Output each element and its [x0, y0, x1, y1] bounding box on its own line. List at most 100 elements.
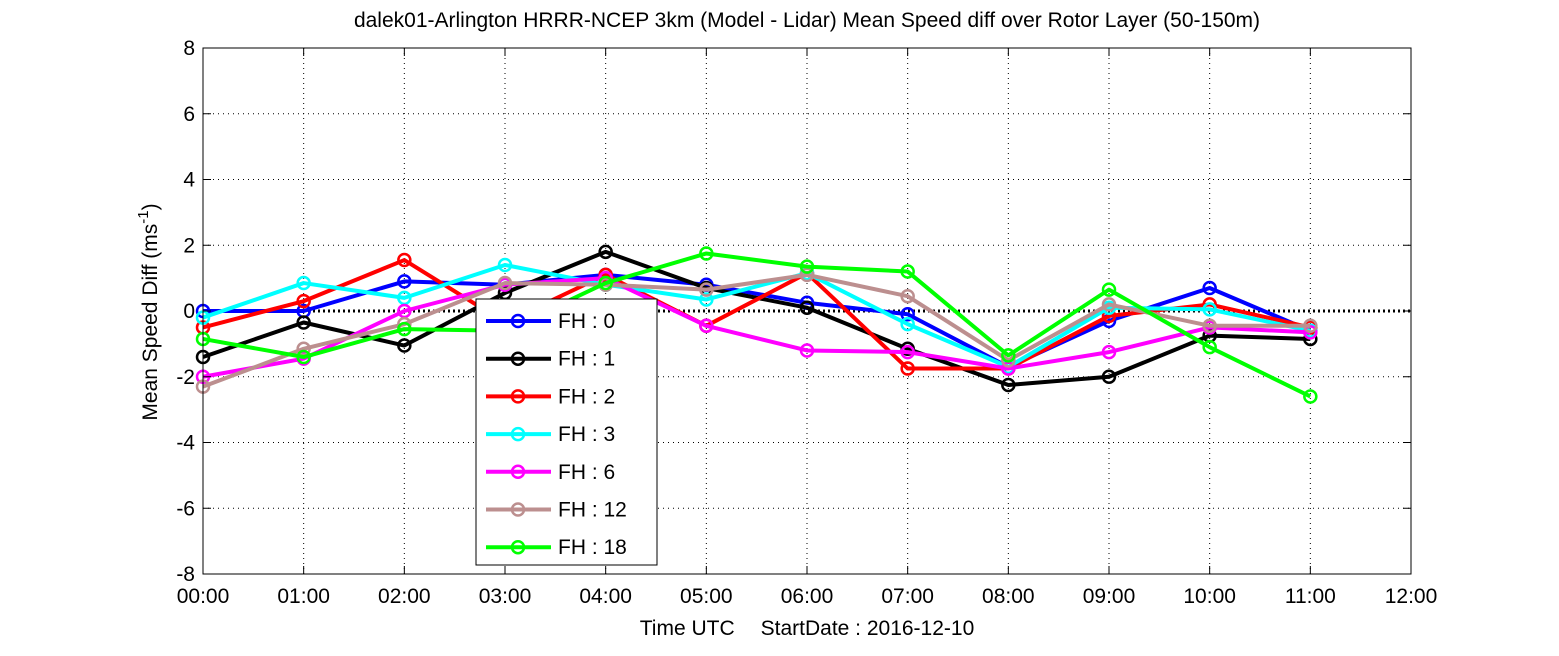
data-point	[598, 275, 613, 291]
data-point	[1303, 389, 1318, 404]
data-point	[1303, 318, 1318, 334]
data-point	[1101, 369, 1117, 384]
data-point	[598, 244, 613, 260]
data-point	[900, 316, 915, 332]
legend-swatch-marker	[510, 351, 526, 366]
series-layer	[195, 244, 1318, 404]
x-axis-label-prefix: Time UTC	[640, 617, 735, 640]
x-axis-label: Time UTC StartDate : 2016-12-10	[640, 617, 975, 640]
data-point	[1202, 302, 1217, 317]
data-point	[699, 292, 714, 307]
data-point	[296, 349, 311, 365]
data-point	[1101, 297, 1117, 312]
legend-item: FH : 0	[486, 310, 615, 333]
y-axis-label-superscript: -1	[135, 210, 152, 223]
data-point	[900, 264, 915, 279]
series-line-1	[202, 249, 1311, 387]
data-point	[1101, 344, 1117, 360]
x-tick-label: 05:00	[680, 585, 733, 608]
x-tick-label: 03:00	[479, 585, 532, 608]
data-point	[900, 307, 915, 322]
legend-item: FH : 3	[486, 423, 615, 446]
series-4	[195, 270, 1318, 384]
y-tick-label: 2	[183, 234, 195, 257]
y-axis-label-main: Mean Speed Diff (ms	[139, 224, 162, 421]
data-point	[699, 318, 714, 334]
data-point	[397, 252, 412, 268]
legend-label: FH : 1	[558, 348, 615, 371]
data-point	[799, 259, 815, 274]
data-point	[900, 361, 915, 376]
series-5	[195, 267, 1318, 394]
data-point	[296, 293, 311, 309]
x-tick-label: 12:00	[1385, 585, 1438, 608]
data-point	[900, 288, 915, 304]
legend-item: FH : 12	[486, 499, 627, 522]
x-tick-label: 04:00	[579, 585, 632, 608]
y-tick-label: -8	[176, 563, 195, 586]
x-tick-label: 00:00	[177, 585, 230, 608]
legend-swatch-marker	[510, 426, 526, 442]
x-tick-label: 07:00	[881, 585, 934, 608]
legend-label: FH : 2	[558, 385, 615, 408]
series-line-0	[203, 272, 1312, 369]
legend-swatch-marker	[510, 502, 526, 517]
chart-title: dalek01-Arlington HRRR-NCEP 3km (Model -…	[354, 9, 1260, 32]
legend: FH : 0 FH : 1 FH : 2 FH : 3 FH : 6 FH : 12 FH …	[475, 298, 658, 566]
data-point	[699, 246, 714, 261]
data-point	[296, 341, 311, 357]
data-point	[497, 257, 513, 273]
y-axis-label-close: )	[139, 203, 162, 210]
x-tick-label: 10:00	[1183, 585, 1236, 608]
data-point	[1202, 280, 1217, 296]
legend-label: FH : 0	[558, 310, 615, 333]
y-tick-label: 8	[183, 37, 195, 60]
y-axis-label: Mean Speed Diff (ms-1)	[135, 203, 162, 420]
y-tick-label: 4	[183, 169, 195, 192]
x-tick-label: 11:00	[1285, 585, 1336, 608]
series-line-2	[202, 258, 1311, 371]
y-tick-label: -4	[176, 432, 195, 455]
data-point	[296, 275, 311, 291]
legend-swatch-marker	[510, 539, 526, 555]
data-point	[296, 315, 311, 330]
data-point	[397, 274, 412, 289]
data-point	[900, 344, 915, 360]
legend-swatch-marker	[510, 464, 526, 480]
axis-ticks	[202, 47, 1412, 575]
data-point	[799, 343, 815, 358]
y-tick-label: 6	[183, 103, 195, 126]
legend-box	[475, 298, 658, 566]
data-point	[1101, 282, 1117, 297]
legend-label: FH : 6	[558, 461, 615, 484]
y-tick-labels: -8 -6 -4 -2 0 2 4 6 8	[176, 37, 195, 586]
x-tick-label: 08:00	[982, 585, 1035, 608]
y-tick-label: -2	[176, 366, 195, 389]
legend-item: FH : 1	[486, 348, 615, 371]
data-point	[1001, 377, 1016, 393]
legend-label: FH : 12	[558, 499, 627, 522]
data-point	[1202, 318, 1217, 334]
legend-swatch-marker	[510, 389, 526, 404]
legend-items: FH : 0 FH : 1 FH : 2 FH : 3 FH : 6 FH : 12 FH …	[486, 310, 627, 559]
series-line-4	[202, 276, 1311, 379]
data-point	[799, 267, 815, 283]
series-6	[195, 246, 1318, 404]
data-point	[497, 275, 513, 291]
data-point	[397, 338, 412, 353]
y-tick-label: -6	[176, 497, 195, 520]
x-tick-labels: 00:00 01:00 02:00 03:00 04:00 05:00 06:00 07:00…	[177, 585, 1438, 608]
legend-item: FH : 2	[486, 385, 615, 408]
legend-item: FH : 18	[486, 536, 627, 559]
y-tick-label: 0	[183, 300, 195, 323]
data-point	[1001, 348, 1016, 363]
legend-item: FH : 6	[486, 461, 615, 484]
series-line-5	[202, 272, 1311, 389]
x-tick-label: 01:00	[277, 585, 330, 608]
x-tick-label: 02:00	[378, 585, 431, 608]
series-1	[195, 244, 1318, 393]
data-point	[397, 321, 412, 337]
x-tick-label: 06:00	[781, 585, 834, 608]
